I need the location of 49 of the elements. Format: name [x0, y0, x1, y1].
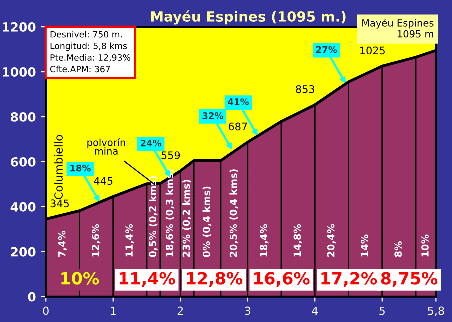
annotation: 20,4% [327, 224, 336, 257]
annotation: 1025 [360, 46, 385, 55]
x-tick-label: 1 [111, 306, 116, 316]
annotation: 445 [94, 177, 113, 186]
annotation: 0% (0,4 kms) [202, 186, 212, 258]
annotation: 11,4% [126, 224, 134, 257]
y-tick-label: 0 [28, 292, 36, 302]
annotation: 32% [202, 112, 224, 120]
annotation: 0,5% (0,2 kms) [149, 176, 158, 258]
y-tick-label: 400 [10, 202, 36, 212]
annotation: 27% [316, 46, 338, 54]
x-tick-label: 3 [245, 306, 251, 316]
annotation: 23% (0,2 kms) [182, 180, 192, 257]
annotation: 345 [50, 200, 70, 208]
annotation: 687 [228, 122, 248, 131]
y-tick-label: 800 [11, 112, 36, 122]
annotation: Mayéu Espines 1095 m [362, 18, 434, 38]
annotation: Desnivel: 750 m. Longitud: 5,8 kms Pte.Media: 12,93% Cfte.APM: 367 [50, 31, 130, 73]
annotation: 18,4% [260, 224, 269, 257]
y-tick-label: 600 [11, 157, 36, 167]
annotation: Columbiello [54, 135, 63, 200]
chart-title: Mayéu Espines (1095 m.) [152, 10, 346, 25]
x-tick-label: 0 [43, 306, 49, 316]
annotation: 14% [361, 234, 368, 257]
annotation: 12,8% [187, 272, 243, 287]
annotation: 17,2% [322, 272, 378, 287]
annotation: 10% [62, 272, 100, 285]
annotation: 10% [422, 234, 429, 257]
annotation: 12,6% [92, 224, 101, 257]
annotation: 8,75% [381, 272, 438, 287]
annotation: 41% [228, 98, 250, 106]
annotation: 16,6% [254, 272, 310, 287]
annotation: 7,4% [58, 231, 67, 258]
y-tick-label: 1200 [3, 22, 36, 32]
y-tick-label: 200 [11, 247, 36, 257]
annotation: 8% [394, 242, 402, 258]
annotation: polvorín mina [88, 138, 126, 156]
x-tick-label: 4 [312, 306, 318, 316]
x-tick-label: 5 [380, 306, 385, 316]
annotation: 24% [140, 140, 162, 147]
annotation: 11,4% [120, 272, 176, 287]
x-tick-label: 2 [178, 306, 184, 316]
y-tick-label: 1000 [3, 67, 36, 77]
x-tick-label: 5,8 [428, 306, 444, 316]
annotation: 20,5% (0,4 kms) [230, 170, 238, 257]
annotation: 559 [162, 152, 180, 160]
annotation: 14,8% [294, 224, 302, 257]
annotation: 853 [296, 85, 315, 94]
annotation: 18% [70, 164, 91, 172]
